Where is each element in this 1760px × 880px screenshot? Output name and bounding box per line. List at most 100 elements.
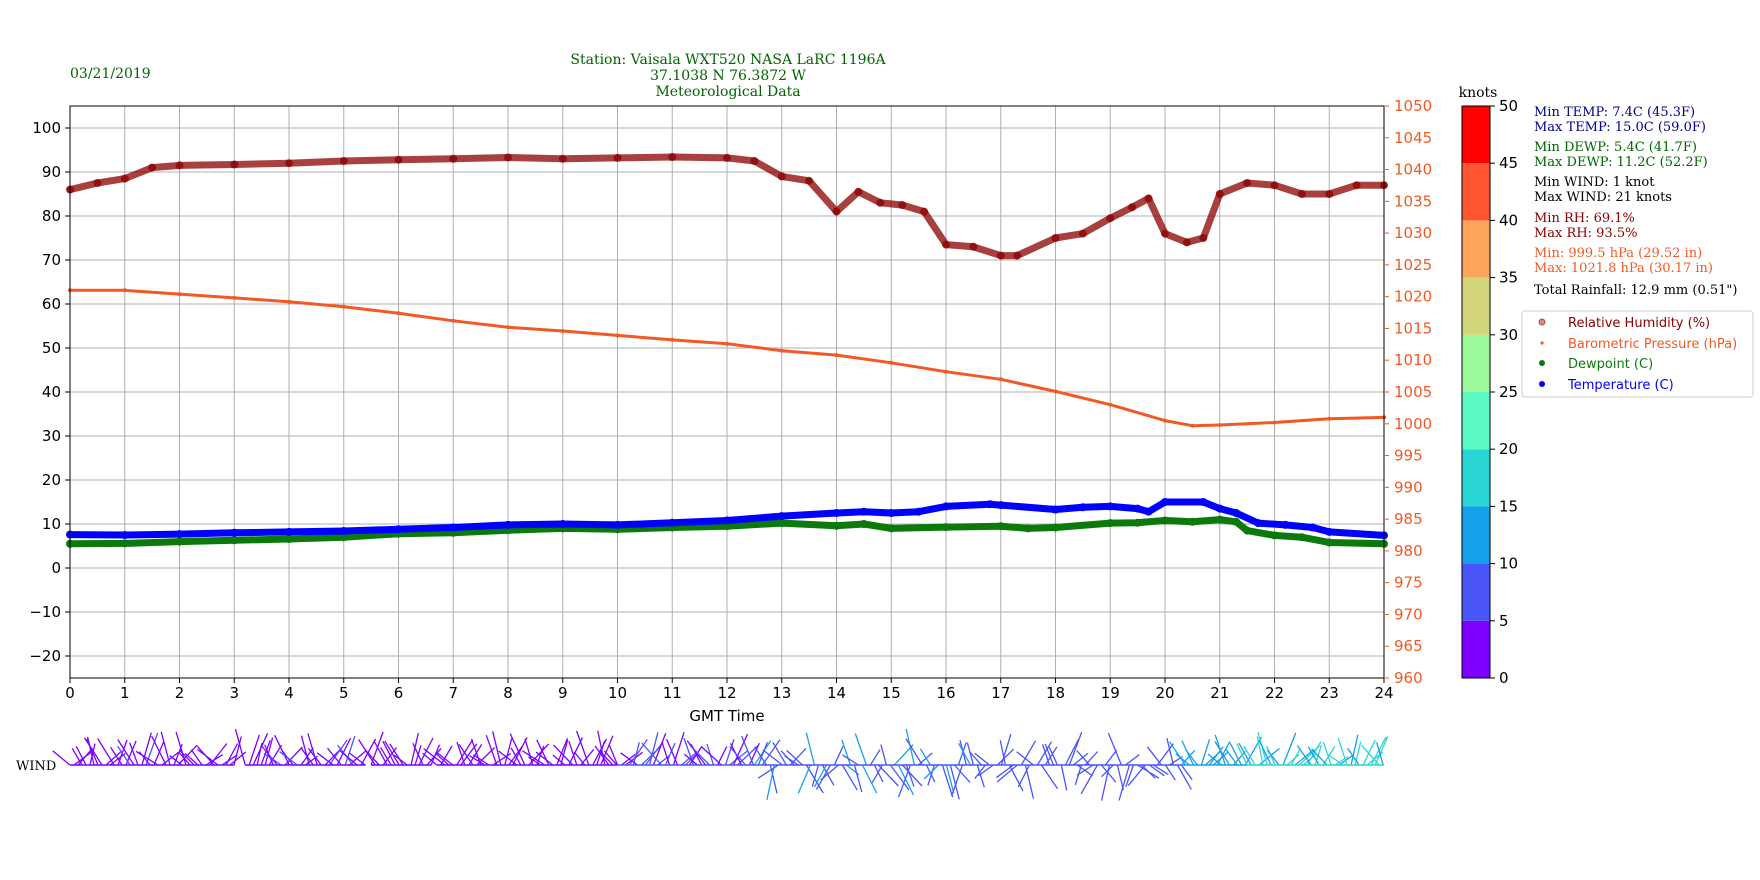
wind-barb <box>248 734 261 766</box>
wind-barb <box>153 740 165 766</box>
wind-barb <box>52 750 71 766</box>
wind-barb <box>1175 753 1190 766</box>
wind-barb <box>498 750 518 766</box>
data-point <box>232 295 237 300</box>
x-tick-label: 19 <box>1101 684 1120 702</box>
data-point <box>1161 516 1169 525</box>
data-point <box>859 507 868 516</box>
wind-barb <box>256 742 263 766</box>
data-point <box>1144 507 1153 516</box>
stat-min-pressure: Min: 999.5 hPa (29.52 in) <box>1534 246 1702 261</box>
colorbar-segment <box>1462 277 1490 335</box>
data-point <box>834 353 839 358</box>
wind-barb <box>151 735 167 766</box>
wind-barb <box>492 731 502 766</box>
x-tick-label: 20 <box>1155 684 1174 702</box>
y2-tick-label: 1035 <box>1394 192 1432 210</box>
wind-barb <box>600 735 614 766</box>
wind-barb <box>279 751 298 766</box>
wind-barb <box>974 764 986 780</box>
data-point <box>1270 181 1279 190</box>
station-title: Station: Vaisala WXT520 NASA LaRC 1196A <box>570 52 886 68</box>
wind-barb <box>757 742 769 766</box>
data-point <box>1199 498 1208 506</box>
wind-barb <box>184 752 199 766</box>
x-tick-label: 6 <box>394 684 404 702</box>
y-tick-label: 40 <box>42 383 61 401</box>
data-point <box>1108 402 1113 407</box>
stat-rainfall: Total Rainfall: 12.9 mm (0.51") <box>1534 283 1737 298</box>
wind-barb <box>966 742 975 766</box>
data-point <box>1327 416 1332 421</box>
data-point <box>832 509 841 517</box>
chart-date: 03/21/2019 <box>70 66 151 82</box>
wind-barb <box>89 743 96 766</box>
wind-barb <box>84 737 103 766</box>
wind-barb <box>841 764 858 791</box>
wind-barb <box>950 764 964 797</box>
wind-barb <box>412 743 424 766</box>
wind-barb <box>1176 764 1192 790</box>
data-point <box>285 535 293 543</box>
data-point <box>177 292 182 297</box>
y2-tick-label: 965 <box>1394 637 1423 655</box>
wind-barb <box>1311 748 1328 766</box>
y-tick-label: 20 <box>42 471 61 489</box>
wind-barb <box>786 749 803 766</box>
wind-barb <box>504 738 513 766</box>
data-point <box>1024 524 1033 533</box>
wind-barb <box>897 764 912 798</box>
wind-barb <box>833 746 844 766</box>
colorbar-tick-label: 15 <box>1499 497 1518 515</box>
data-point <box>1217 423 1222 427</box>
wind-barb <box>1362 739 1376 766</box>
wind-barb <box>233 736 242 766</box>
wind-barb <box>664 742 676 766</box>
data-point <box>996 251 1005 260</box>
data-point <box>1308 523 1317 532</box>
wind-barb <box>632 742 640 766</box>
chart-series <box>66 153 1388 548</box>
data-point <box>1161 498 1169 506</box>
data-point <box>1243 526 1252 535</box>
data-point <box>613 520 622 529</box>
colorbar-segment <box>1462 220 1490 278</box>
wind-barb <box>1166 738 1175 766</box>
wind-barb <box>1008 764 1024 792</box>
station-subtitle: Meteorological Data <box>655 84 800 100</box>
y2-tick-label: 1000 <box>1394 415 1432 433</box>
data-point <box>1281 520 1290 529</box>
wind-barb <box>1017 764 1030 788</box>
colorbar-tick-label: 45 <box>1499 154 1518 172</box>
x-tick-label: 0 <box>65 684 75 702</box>
data-point <box>1182 238 1191 247</box>
wind-barb <box>1118 764 1131 801</box>
wind-barb <box>1296 745 1312 766</box>
wind-barb <box>880 744 888 766</box>
x-tick-label: 1 <box>120 684 130 702</box>
data-point <box>668 153 677 161</box>
wind-barb <box>360 738 377 766</box>
stat-min-dewp: Min DEWP: 5.4C (41.7F) <box>1534 140 1697 155</box>
wind-barb <box>861 764 878 794</box>
colorbar-tick-label: 30 <box>1499 326 1518 344</box>
data-point <box>996 522 1005 531</box>
data-point <box>93 179 102 187</box>
data-point <box>887 524 896 533</box>
data-point <box>394 155 403 164</box>
data-point <box>558 520 567 528</box>
data-point <box>1133 518 1142 527</box>
series-barometric-pressure <box>68 288 1386 428</box>
data-point <box>942 502 950 511</box>
wind-barb <box>1040 764 1059 790</box>
wind-barb <box>1258 740 1272 766</box>
data-point <box>175 530 184 539</box>
stat-min-rh: Min RH: 69.1% <box>1534 211 1635 226</box>
wind-barb <box>1149 764 1165 777</box>
colorbar-tick-label: 25 <box>1499 383 1518 401</box>
legend-label-temperature: Temperature (C) <box>1567 378 1674 393</box>
data-point <box>451 318 456 323</box>
wind-barb <box>1306 741 1322 766</box>
